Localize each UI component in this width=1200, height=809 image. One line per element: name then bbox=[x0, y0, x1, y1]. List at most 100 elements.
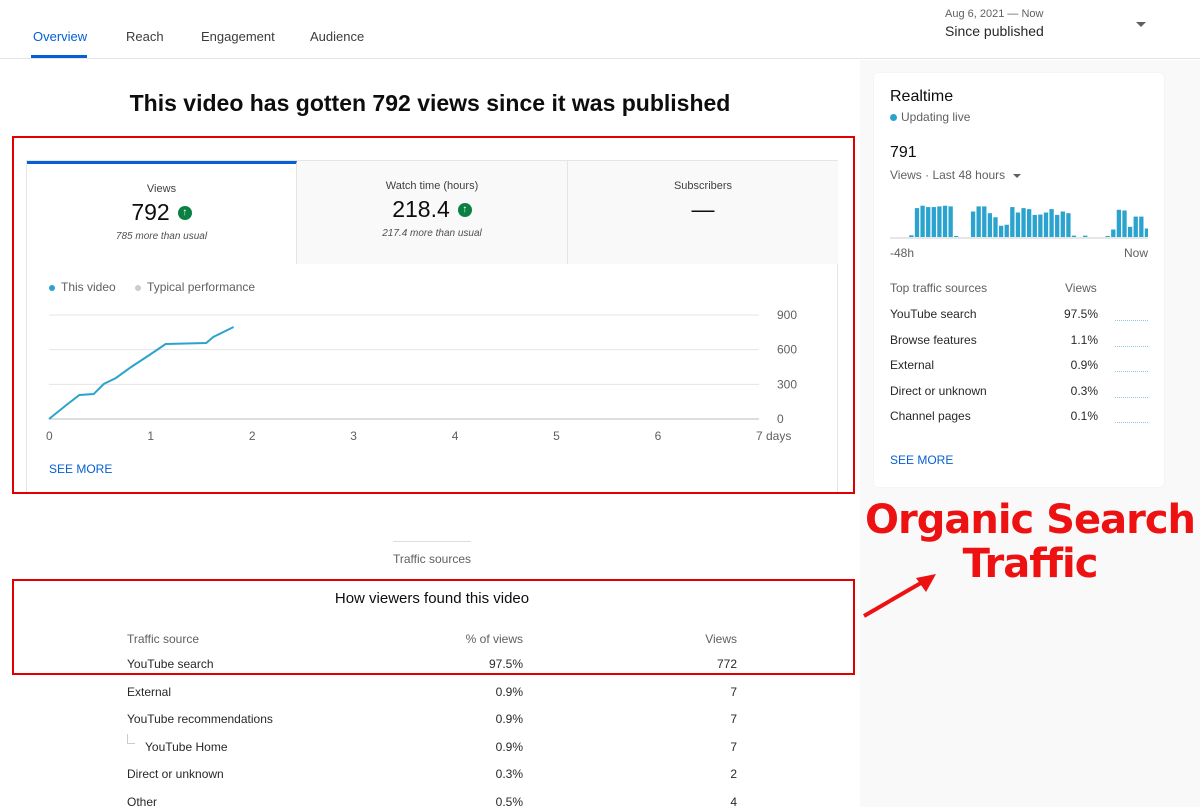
tab-engagement[interactable]: Engagement bbox=[201, 29, 275, 44]
realtime-bar bbox=[993, 217, 998, 237]
source-name: YouTube Home bbox=[145, 739, 228, 754]
realtime-bar-chart bbox=[890, 205, 1148, 239]
source-name: Other bbox=[127, 794, 158, 809]
period-select[interactable]: Views · Last 48 hours bbox=[890, 168, 1021, 182]
source-name: External bbox=[127, 684, 172, 699]
realtime-bar bbox=[1010, 207, 1015, 237]
realtime-bar bbox=[1060, 211, 1065, 237]
x-tick-label: 7 days bbox=[756, 429, 791, 443]
rt-source-pct: 0.9% bbox=[1070, 358, 1098, 372]
metric-tab-watch-time[interactable]: Watch time (hours) 218.4 ↑ 217.4 more tha… bbox=[297, 161, 568, 264]
tab-reach[interactable]: Reach bbox=[126, 29, 164, 44]
y-tick-label: 600 bbox=[777, 343, 797, 357]
source-pct: 0.3% bbox=[495, 767, 523, 781]
realtime-bar bbox=[1111, 229, 1116, 237]
page-title: This video has gotten 792 views since it… bbox=[129, 90, 731, 116]
x-tick-label: 0 bbox=[46, 429, 53, 443]
y-tick-label: 300 bbox=[777, 377, 797, 391]
realtime-bar bbox=[976, 206, 981, 237]
highlight-box bbox=[12, 136, 855, 494]
source-views: 7 bbox=[730, 739, 737, 754]
source-pct: 97.5% bbox=[488, 657, 523, 671]
source-name: YouTube recommendations bbox=[127, 712, 273, 726]
x-tick-label: 4 bbox=[452, 429, 459, 443]
realtime-bar bbox=[970, 211, 976, 237]
y-tick-label: 900 bbox=[777, 308, 797, 322]
realtime-bar bbox=[931, 207, 936, 237]
annotation-text: Organic Search Traffic bbox=[860, 498, 1200, 586]
rt-source-name: External bbox=[890, 358, 935, 372]
rt-sparkline bbox=[1115, 371, 1148, 372]
realtime-bar bbox=[920, 205, 925, 237]
realtime-bar bbox=[1021, 208, 1026, 237]
rt-source-pct: 1.1% bbox=[1070, 332, 1098, 347]
date-range-sub[interactable]: Aug 6, 2021 — Now bbox=[945, 8, 1044, 20]
realtime-bar bbox=[942, 205, 948, 237]
chart-legend: This video Typical performance bbox=[49, 280, 255, 294]
source-pct: 0.9% bbox=[495, 712, 523, 726]
realtime-bar bbox=[1083, 235, 1088, 237]
source-views: 4 bbox=[730, 794, 737, 809]
source-pct: 0.5% bbox=[495, 794, 523, 809]
x-tick-label: 5 bbox=[553, 429, 560, 443]
realtime-count: 791 bbox=[890, 144, 917, 161]
source-views: 772 bbox=[716, 657, 737, 671]
tab-overview[interactable]: Overview bbox=[33, 29, 88, 44]
rt-sparkline bbox=[1115, 320, 1148, 321]
realtime-bar bbox=[998, 225, 1004, 237]
arrow-icon bbox=[862, 574, 936, 618]
metric-label: Views bbox=[146, 183, 177, 195]
metric-label: Subscribers bbox=[673, 180, 733, 192]
metrics-card: Views 792 ↑ 785 more than usual Watch tim… bbox=[26, 160, 838, 494]
realtime-bar bbox=[954, 235, 959, 237]
realtime-bar bbox=[1015, 212, 1021, 237]
legend-typical: Typical performance bbox=[147, 280, 256, 294]
rt-source-pct: 97.5% bbox=[1063, 307, 1098, 321]
annotation-line1: Organic Search bbox=[864, 497, 1196, 543]
realtime-bar bbox=[1133, 216, 1138, 237]
header-views: Views bbox=[705, 632, 737, 646]
top-bar: Overview Reach Engagement Audience Aug 6… bbox=[0, 0, 1200, 59]
realtime-bar bbox=[1066, 213, 1071, 237]
arrow-up-icon: ↑ bbox=[177, 205, 192, 220]
realtime-bar bbox=[987, 213, 993, 237]
rt-sparkline bbox=[1115, 396, 1148, 398]
arrow-up-icon: ↑ bbox=[457, 202, 472, 217]
realtime-bar bbox=[1144, 228, 1148, 237]
source-views: 7 bbox=[730, 684, 737, 699]
views-line-chart: 0 300 600 900 0 1 2 3 4 5 6 7 days bbox=[46, 308, 797, 443]
legend-dot-icon bbox=[49, 285, 55, 291]
metric-value: 218.4 bbox=[392, 196, 450, 222]
rt-sparkline bbox=[1115, 345, 1148, 347]
rt-source-name: Channel pages bbox=[890, 409, 971, 423]
header-source: Traffic source bbox=[127, 632, 200, 646]
realtime-bar bbox=[948, 206, 953, 237]
realtime-bar bbox=[937, 206, 942, 237]
realtime-bar bbox=[1127, 226, 1133, 237]
legend-this-video: This video bbox=[61, 280, 116, 294]
annotation-line2: Traffic bbox=[962, 541, 1099, 587]
metric-tab-views[interactable]: Views 792 ↑ 785 more than usual bbox=[27, 161, 297, 264]
x-start: -48h bbox=[890, 246, 915, 260]
legend-dot-icon bbox=[135, 285, 142, 291]
x-tick-label: 1 bbox=[147, 429, 154, 443]
realtime-see-more-link[interactable]: SEE MORE bbox=[890, 453, 954, 467]
realtime-bar bbox=[909, 235, 914, 237]
date-range-select[interactable]: Since published bbox=[945, 23, 1044, 39]
period-label: Views · Last 48 hours bbox=[890, 168, 1006, 182]
active-tab-indicator bbox=[31, 55, 87, 58]
live-status-text: Updating live bbox=[901, 110, 971, 124]
realtime-bar bbox=[1004, 224, 1009, 237]
realtime-bar bbox=[1122, 210, 1127, 237]
tab-audience[interactable]: Audience bbox=[310, 29, 365, 44]
chevron-down-icon[interactable] bbox=[1136, 22, 1146, 27]
source-views: 2 bbox=[730, 767, 737, 781]
realtime-bar bbox=[1105, 235, 1110, 237]
source-name: YouTube search bbox=[127, 657, 214, 671]
live-dot-icon bbox=[890, 114, 897, 121]
see-more-link[interactable]: SEE MORE bbox=[49, 462, 113, 476]
y-tick-label: 0 bbox=[777, 412, 784, 426]
caret-down-icon bbox=[1012, 173, 1021, 178]
realtime-bar bbox=[1049, 209, 1054, 237]
metric-tab-subscribers[interactable]: Subscribers — bbox=[568, 161, 838, 264]
